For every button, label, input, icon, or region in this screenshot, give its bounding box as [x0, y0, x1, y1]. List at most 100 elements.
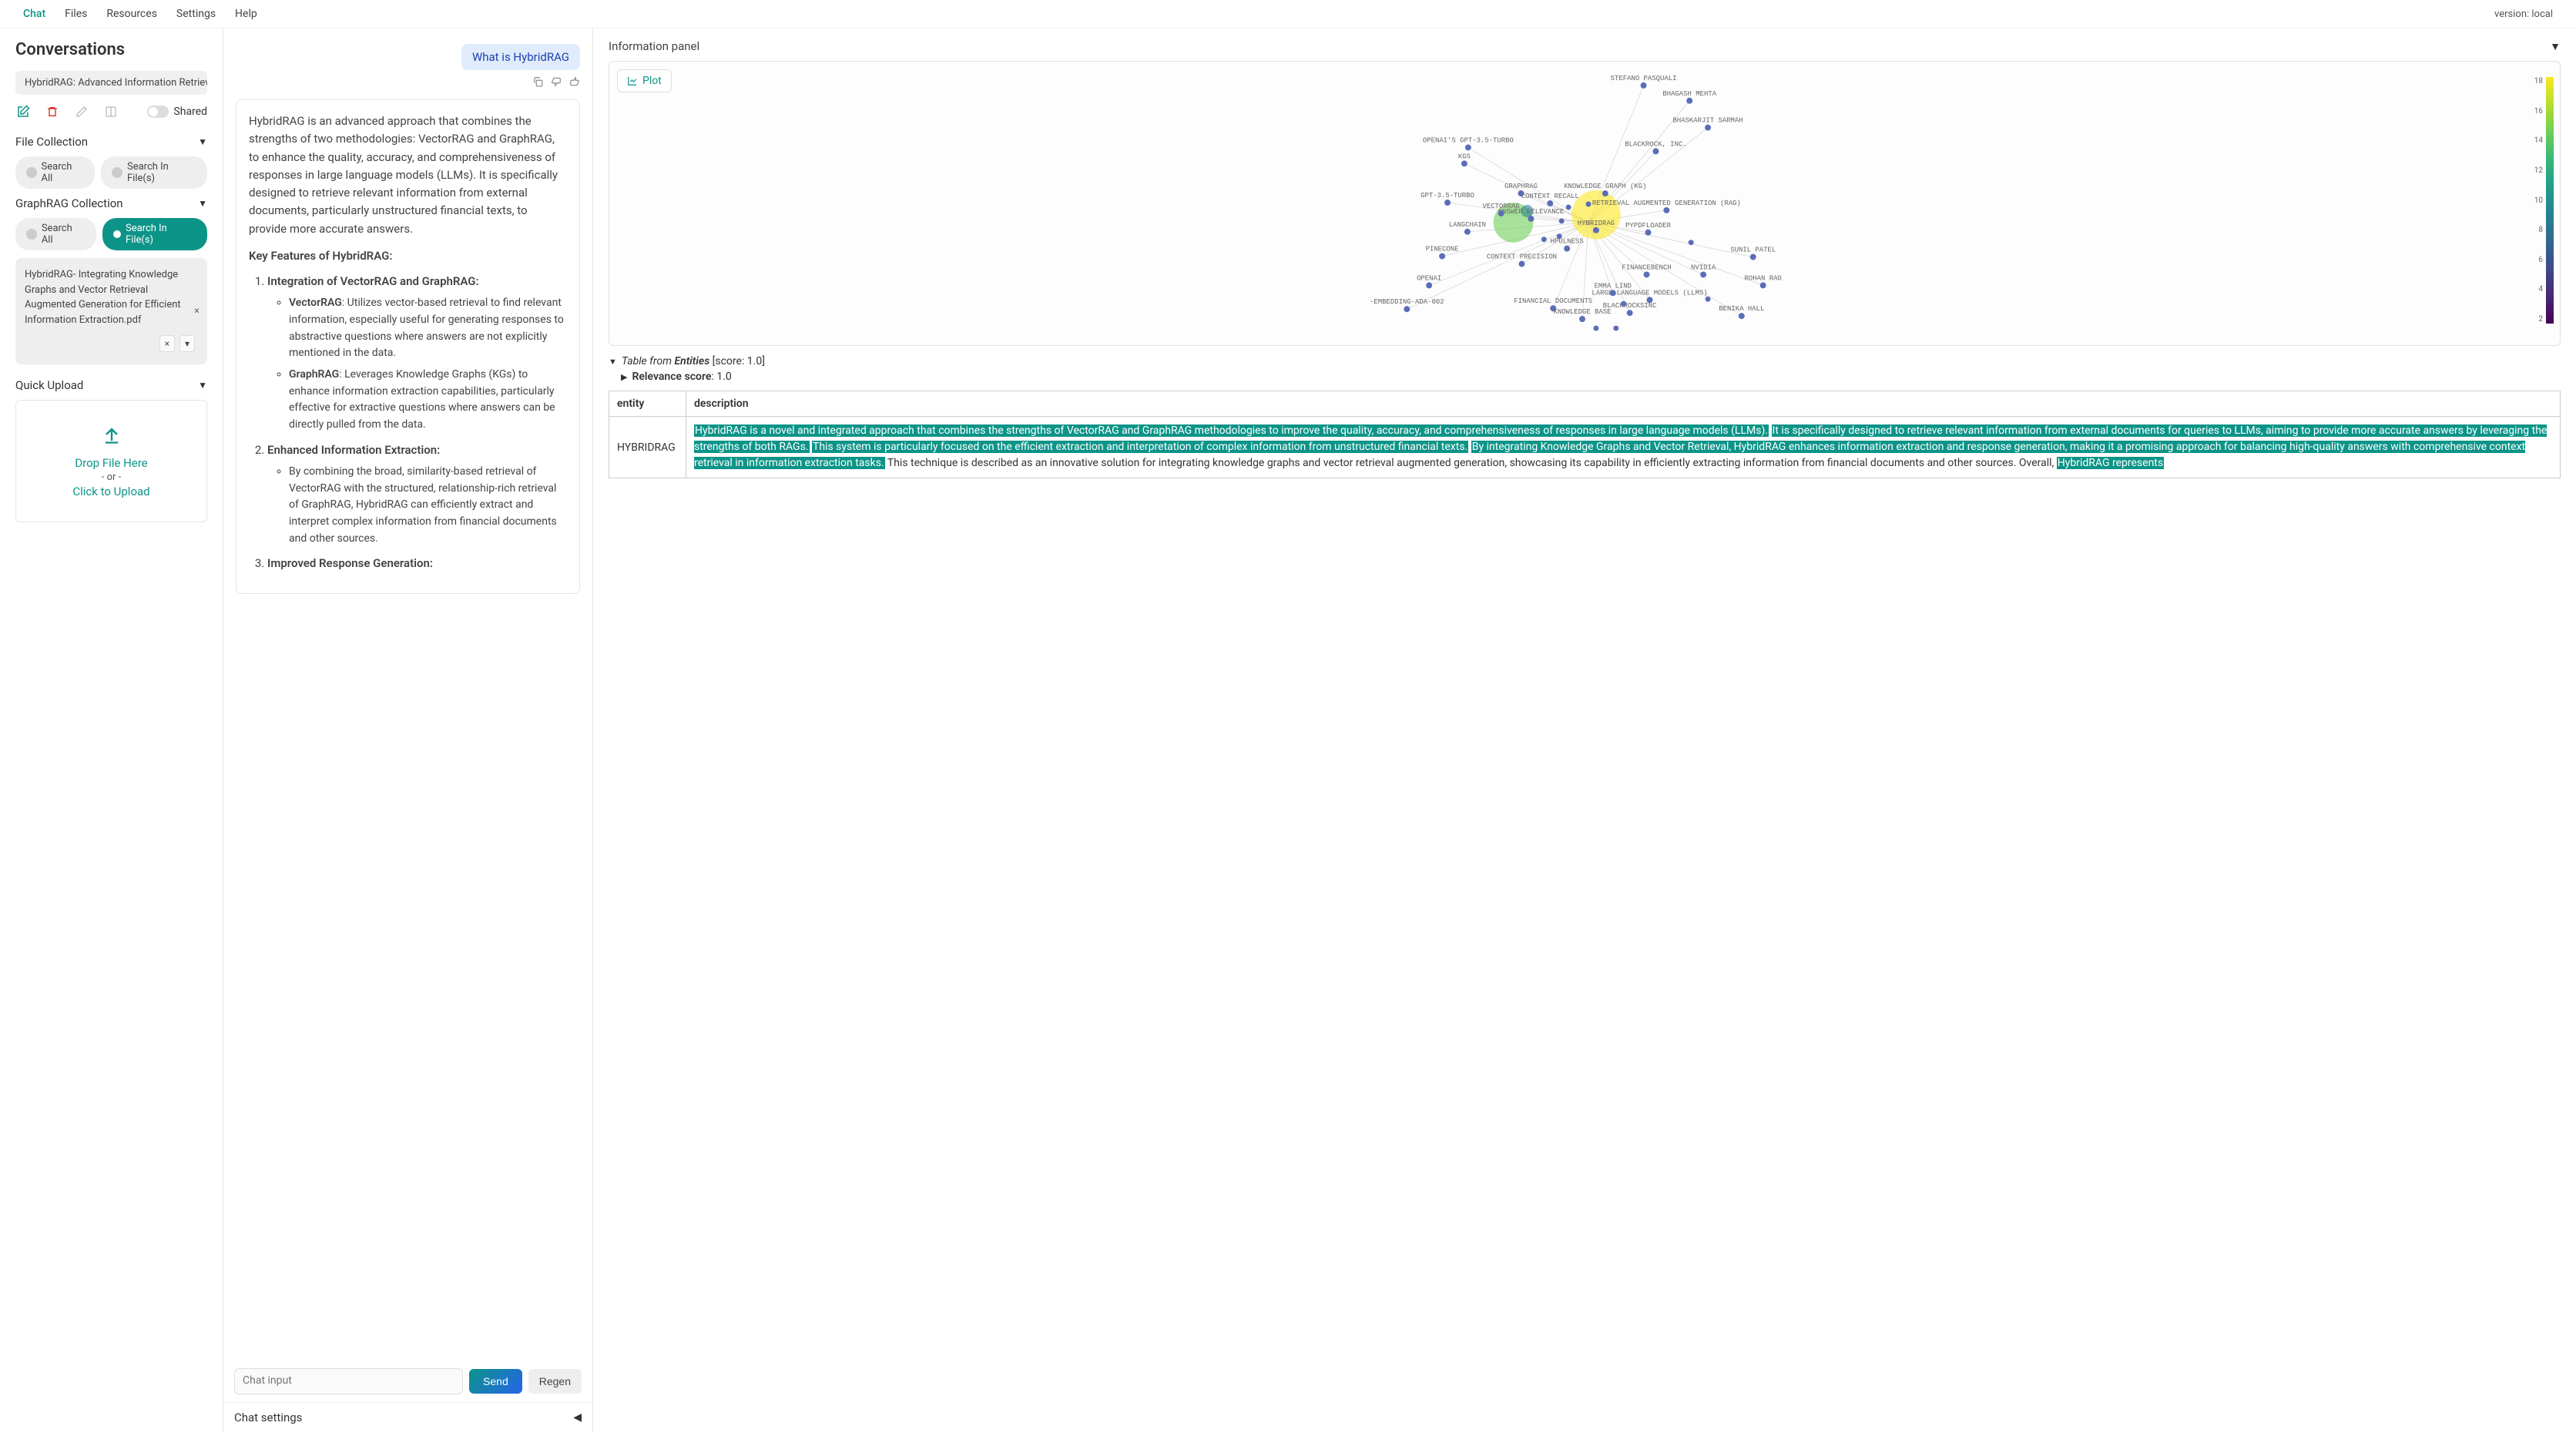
colorbar: [2546, 77, 2554, 324]
graphrag-search-all-pill[interactable]: Search All: [15, 218, 96, 250]
conversation-title: HybridRAG: Advanced Information Retrieva: [25, 77, 207, 89]
svg-text:LARGE LANGUAGE MODELS (LLMS): LARGE LANGUAGE MODELS (LLMS): [1592, 289, 1707, 297]
file-collection-header[interactable]: File Collection ▼: [15, 135, 207, 149]
table-row: HYBRIDRAG HybridRAG is a novel and integ…: [609, 417, 2561, 478]
chevron-down-icon: ▼: [2550, 40, 2561, 53]
graphrag-collection-header[interactable]: GraphRAG Collection ▼: [15, 196, 207, 210]
conversation-item[interactable]: HybridRAG: Advanced Information Retrieva…: [15, 71, 207, 95]
entity-name-cell: HYBRIDRAG: [609, 417, 686, 478]
assistant-message: HybridRAG is an advanced approach that c…: [236, 99, 580, 594]
svg-text:VECTORRAG: VECTORRAG: [1482, 203, 1519, 210]
send-button[interactable]: Send: [469, 1369, 522, 1394]
regen-button[interactable]: Regen: [528, 1369, 582, 1394]
new-chat-icon[interactable]: [15, 104, 31, 119]
search-all-label: Search All: [42, 161, 85, 184]
chat-settings-toggle[interactable]: Chat settings ◀: [223, 1402, 592, 1432]
chevron-down-icon: ▼: [198, 198, 207, 209]
svg-text:RETRIEVAL AUGMENTED GENERATION: RETRIEVAL AUGMENTED GENERATION (RAG): [1592, 200, 1741, 207]
toggle-switch[interactable]: [147, 106, 169, 118]
svg-text:BLACKROCKSINC: BLACKROCKSINC: [1603, 302, 1657, 310]
entities-table: entity description HYBRIDRAG HybridRAG i…: [609, 391, 2561, 478]
upload-dropzone[interactable]: Drop File Here - or - Click to Upload: [15, 400, 207, 522]
chat-column: What is HybridRAG HybridRAG is an advanc…: [223, 29, 593, 1432]
svg-text:GPT-3.5-TURBO: GPT-3.5-TURBO: [1420, 192, 1474, 200]
svg-text:GRAPHRAG: GRAPHRAG: [1504, 183, 1538, 190]
feature-desc: By combining the broad, similarity-based…: [289, 465, 557, 545]
edit-icon[interactable]: [74, 104, 89, 119]
chevron-right-icon: ▶: [621, 372, 627, 382]
remove-file-icon[interactable]: ×: [194, 304, 200, 319]
thumbs-down-icon[interactable]: [551, 76, 562, 90]
sidebar: Conversations HybridRAG: Advanced Inform…: [0, 29, 223, 1432]
svg-text:SUNIL PATEL: SUNIL PATEL: [1730, 247, 1776, 254]
svg-text:LANGCHAIN: LANGCHAIN: [1449, 221, 1486, 229]
nav-resources[interactable]: Resources: [106, 8, 157, 20]
layout-icon[interactable]: [103, 104, 119, 119]
thumbs-up-icon[interactable]: [569, 76, 580, 90]
plot-button[interactable]: Plot: [617, 69, 672, 92]
nav-files[interactable]: Files: [65, 8, 87, 20]
col-entity: entity: [609, 391, 686, 417]
nav-help[interactable]: Help: [235, 8, 257, 20]
feature-item-2: Enhanced Information Extraction: By comb…: [267, 441, 567, 548]
svg-text:OPENAI'S GPT-3.5-TURBO: OPENAI'S GPT-3.5-TURBO: [1423, 136, 1514, 144]
search-all-pill[interactable]: Search All: [15, 156, 95, 189]
svg-text:PINECONE: PINECONE: [1426, 246, 1459, 253]
shared-toggle[interactable]: Shared: [147, 106, 207, 118]
feature-item-3: Improved Response Generation:: [267, 555, 567, 572]
term-vectorrag: VectorRAG: [289, 297, 342, 309]
svg-text:HYBRIDRAG: HYBRIDRAG: [1578, 220, 1615, 227]
user-message: What is HybridRAG: [236, 44, 580, 70]
plot-label: Plot: [642, 75, 662, 87]
chat-input[interactable]: [234, 1368, 463, 1394]
upload-icon: [24, 424, 199, 450]
quick-upload-header[interactable]: Quick Upload ▼: [15, 378, 207, 392]
drop-file-label: Drop File Here: [24, 456, 199, 470]
svg-text:BLACKROCK, INC.: BLACKROCK, INC.: [1625, 140, 1686, 148]
version-label: version: local: [2494, 8, 2553, 20]
svg-text:KNOWLEDGE GRAPH (KG): KNOWLEDGE GRAPH (KG): [1564, 183, 1646, 190]
svg-text:CONTEXT PRECISION: CONTEXT PRECISION: [1487, 253, 1557, 261]
svg-text:BHASKARJIT SARMAH: BHASKARJIT SARMAH: [1672, 117, 1742, 125]
chat-input-row: Send Regen: [223, 1361, 592, 1402]
info-panel: Information panel ▼ Plot STEFANO PASQUAL…: [593, 29, 2576, 1432]
search-in-files-label: Search In File(s): [127, 161, 196, 184]
conversations-heading: Conversations: [15, 40, 207, 59]
svg-text:ROHAN RAO: ROHAN RAO: [1745, 274, 1782, 282]
svg-text:STEFANO PASQUALI: STEFANO PASQUALI: [1611, 75, 1677, 82]
chat-settings-label: Chat settings: [234, 1411, 302, 1424]
file-collection-title: File Collection: [15, 135, 88, 149]
search-in-files-pill[interactable]: Search In File(s): [101, 156, 207, 189]
svg-text:BHAGASH MEHTA: BHAGASH MEHTA: [1662, 90, 1716, 98]
dropdown-button[interactable]: ▾: [179, 335, 195, 352]
quick-upload-title: Quick Upload: [15, 378, 83, 392]
graphrag-search-in-files-pill[interactable]: Search In File(s): [102, 218, 207, 250]
term-graphrag: GraphRAG: [289, 368, 339, 381]
info-panel-header[interactable]: Information panel ▼: [609, 39, 2561, 53]
copy-icon[interactable]: [532, 76, 543, 90]
knowledge-graph-plot[interactable]: Plot STEFANO PASQUALI BHAGASH MEHTA BHASKA…: [609, 61, 2561, 346]
message-actions: [236, 76, 580, 90]
assistant-heading: Key Features of HybridRAG:: [249, 247, 567, 265]
chevron-down-icon: ▼: [609, 357, 617, 367]
svg-text:OPENAI: OPENAI: [1417, 274, 1441, 282]
table-from-row[interactable]: ▼ Table from Entities [score: 1.0]: [609, 355, 2561, 367]
user-message-text: What is HybridRAG: [461, 44, 580, 70]
click-upload-label[interactable]: Click to Upload: [24, 485, 199, 498]
graph-svg: STEFANO PASQUALI BHAGASH MEHTA BHASKARJIT …: [617, 69, 2552, 337]
svg-text:-EMBEDDING-ADA-002: -EMBEDDING-ADA-002: [1370, 298, 1444, 306]
graphrag-collection-title: GraphRAG Collection: [15, 196, 123, 210]
delete-icon[interactable]: [45, 104, 60, 119]
selected-file-card: HybridRAG- Integrating Knowledge Graphs …: [15, 258, 207, 364]
clear-button[interactable]: ×: [159, 335, 175, 352]
nav-settings[interactable]: Settings: [176, 8, 216, 20]
col-description: description: [686, 391, 2561, 417]
chevron-left-icon: ◀: [573, 1411, 582, 1424]
info-panel-title: Information panel: [609, 39, 699, 53]
file-name: HybridRAG- Integrating Knowledge Graphs …: [25, 269, 181, 326]
relevance-row[interactable]: ▶ Relevance score: 1.0: [609, 371, 2561, 383]
nav-chat[interactable]: Chat: [23, 8, 45, 20]
feature-title: Integration of VectorRAG and GraphRAG:: [267, 274, 479, 288]
feature-title: Improved Response Generation:: [267, 556, 433, 570]
chevron-down-icon: ▼: [198, 380, 207, 391]
